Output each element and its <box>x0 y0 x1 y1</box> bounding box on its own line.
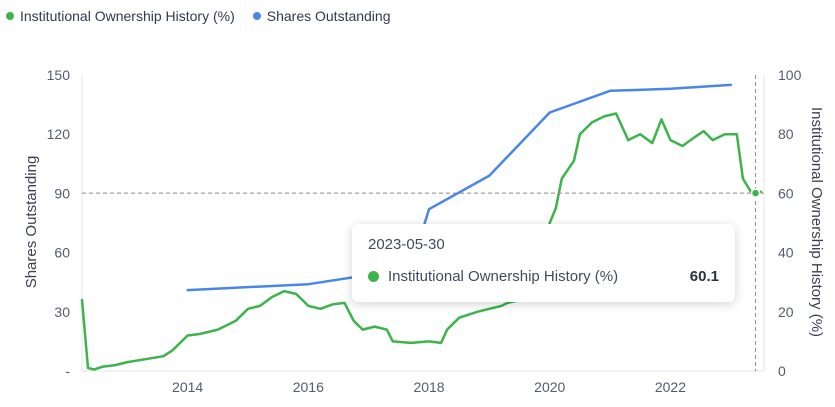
tooltip-row: Institutional Ownership History (%) 60.1 <box>368 268 719 285</box>
legend: Institutional Ownership History (%) Shar… <box>6 8 391 24</box>
right-tick-label: 20 <box>778 304 794 320</box>
right-tick-label: 40 <box>778 245 794 261</box>
tooltip-series: Institutional Ownership History (%) <box>388 268 619 285</box>
legend-label-institutional: Institutional Ownership History (%) <box>20 8 235 24</box>
legend-label-shares: Shares Outstanding <box>266 8 391 24</box>
left-axis: - 30 60 90 120 150 <box>47 67 71 379</box>
left-tick-label: 90 <box>54 185 70 201</box>
x-tick-label: 2018 <box>413 379 444 395</box>
x-tick-label: 2014 <box>172 379 203 395</box>
tooltip-value: 60.1 <box>689 268 719 285</box>
series-layer <box>80 83 763 371</box>
series-line-shares-outstanding <box>186 83 733 292</box>
series-line-institutional-ownership <box>80 112 763 371</box>
legend-dot-icon <box>252 12 261 20</box>
right-tick-label: 0 <box>778 363 786 379</box>
right-tick-label: 80 <box>778 126 794 142</box>
left-tick-label: - <box>65 363 70 379</box>
tooltip-date: 2023-05-30 <box>368 236 445 253</box>
legend-item-shares[interactable]: Shares Outstanding <box>252 8 391 24</box>
right-tick-label: 100 <box>778 67 802 83</box>
x-tick-label: 2020 <box>534 379 565 395</box>
left-axis-title: Shares Outstanding <box>23 156 40 289</box>
legend-item-institutional[interactable]: Institutional Ownership History (%) <box>6 8 235 24</box>
x-tick-label: 2022 <box>655 379 686 395</box>
plot-frame <box>81 75 765 372</box>
left-tick-label: 120 <box>47 126 71 142</box>
legend-dot-icon <box>6 12 14 20</box>
x-tick-label: 2016 <box>293 379 324 395</box>
right-axis: 0 20 40 60 80 100 <box>778 67 802 379</box>
right-axis-title: Institutional Ownership History (%) <box>808 107 825 337</box>
left-tick-label: 60 <box>54 245 70 261</box>
x-axis: 2014 2016 2018 2020 2022 <box>172 379 686 395</box>
crosshair <box>82 75 764 371</box>
tooltip: 2023-05-30 Institutional Ownership Histo… <box>352 224 735 302</box>
tooltip-dot-icon <box>368 271 379 282</box>
left-tick-label: 150 <box>47 67 71 83</box>
right-tick-label: 60 <box>778 185 794 201</box>
left-tick-label: 30 <box>54 304 70 320</box>
hover-point <box>750 188 761 198</box>
